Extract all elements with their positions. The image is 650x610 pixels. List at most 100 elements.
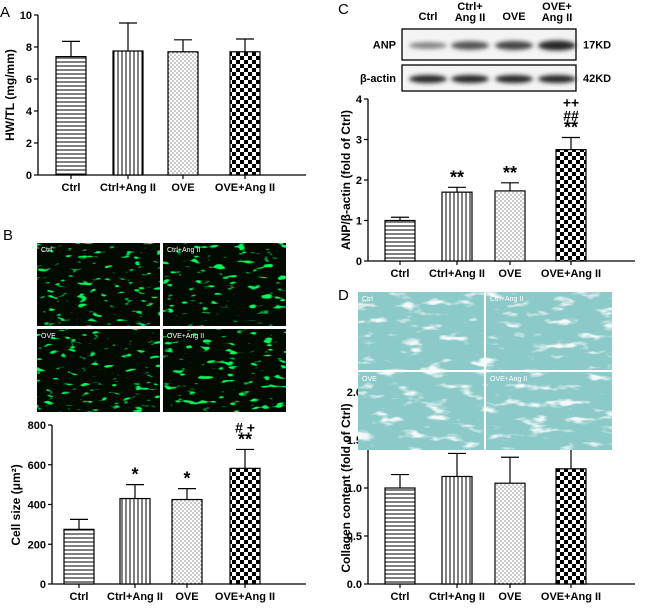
- y-axis-label: Cell size (μm²): [9, 464, 23, 545]
- micrograph-label: OVE+Ang II: [167, 333, 204, 340]
- y-tick-label: 10: [20, 10, 32, 22]
- y-tick-label: 3: [356, 135, 362, 147]
- blot-band: [538, 75, 576, 83]
- micrograph-label: Ctrl+Ang II: [167, 247, 200, 254]
- significance-marker: ++: [563, 94, 579, 110]
- micrograph-b: Ctrl: [37, 243, 160, 326]
- x-tick-label: OVE: [498, 591, 521, 603]
- y-tick-label: 6: [26, 74, 32, 86]
- micrograph-label: Ctrl: [362, 296, 373, 303]
- micrograph-d: Ctrl+Ang II: [486, 292, 612, 370]
- y-tick-label: 0.0: [347, 579, 362, 591]
- bar: [494, 482, 526, 585]
- micrograph-label: OVE: [362, 376, 377, 383]
- blot-lane-label: Ctrl+: [457, 1, 482, 13]
- x-tick-label: Ctrl: [391, 591, 410, 603]
- y-tick-label: 2: [26, 138, 32, 150]
- micrograph-texture: [163, 329, 286, 412]
- bar: [171, 498, 203, 585]
- significance-marker: ##: [563, 107, 579, 123]
- y-tick-label: 0: [356, 256, 362, 268]
- micrograph-label: OVE: [41, 333, 56, 340]
- micrograph-label: OVE+Ang II: [490, 376, 527, 383]
- blot-size-label: 17KD: [583, 40, 611, 52]
- x-tick-label: OVE+Ang II: [215, 182, 275, 194]
- blot-band: [409, 75, 447, 83]
- significance-marker: # +: [235, 419, 255, 435]
- y-axis-label: ANP/β-actin (fold of Ctrl): [339, 110, 353, 250]
- y-axis-label: Collagen content (fold of Ctrl): [339, 403, 353, 572]
- significance-marker: **: [564, 117, 578, 137]
- micrograph-texture: [37, 243, 160, 326]
- y-tick-label: 4: [26, 106, 33, 118]
- y-tick-label: 400: [28, 500, 46, 512]
- significance-marker: *: [183, 469, 190, 489]
- blot-size-label: 42KD: [583, 73, 611, 85]
- bar: [63, 528, 95, 585]
- bar: [555, 468, 587, 585]
- panel-letter-a: A: [0, 4, 10, 21]
- bar: [494, 190, 526, 262]
- y-tick-label: 8: [26, 42, 32, 54]
- y-tick-label: 1: [356, 216, 362, 228]
- x-tick-label: OVE: [171, 182, 194, 194]
- x-tick-label: OVE+Ang II: [541, 268, 601, 280]
- micrograph-d: OVE: [358, 372, 484, 450]
- bar: [441, 191, 473, 262]
- blot-band: [451, 75, 489, 83]
- x-tick-label: OVE: [175, 591, 198, 603]
- panel-letter-c: C: [338, 1, 349, 18]
- blot-lane-label: Ctrl: [419, 11, 438, 23]
- panel-letter-b: B: [3, 227, 13, 244]
- blot-band: [495, 41, 533, 50]
- bar: [229, 51, 261, 176]
- y-tick-label: 800: [28, 420, 46, 432]
- x-tick-label: Ctrl: [391, 268, 410, 280]
- bar: [555, 149, 587, 262]
- x-tick-label: Ctrl: [62, 182, 81, 194]
- y-tick-label: 600: [28, 460, 46, 472]
- micrograph-texture: [163, 243, 286, 326]
- micrograph-texture: [358, 372, 484, 450]
- bar: [55, 55, 87, 176]
- micrograph-texture: [486, 372, 612, 450]
- micrograph-grid-d: Ctrl Ctrl+Ang II OVE OVE+Ang II: [358, 292, 612, 450]
- x-tick-label: OVE+Ang II: [215, 591, 275, 603]
- micrograph-b: OVE+Ang II: [163, 329, 286, 412]
- blot-band: [409, 42, 447, 49]
- y-tick-label: 0: [26, 170, 32, 182]
- blot-band: [538, 40, 576, 51]
- micrograph-b: OVE: [37, 329, 160, 412]
- y-tick-label: 1.0: [347, 483, 362, 495]
- blot-band: [451, 41, 489, 50]
- x-tick-label: Ctrl+Ang II: [100, 182, 156, 194]
- blot-lane-label: Ang II: [542, 12, 573, 24]
- x-tick-label: Ctrl: [70, 591, 89, 603]
- micrograph-d: OVE+Ang II: [486, 372, 612, 450]
- blot-band: [495, 75, 533, 83]
- y-tick-label: 2: [356, 175, 362, 187]
- bar: [441, 475, 473, 585]
- bar: [119, 497, 151, 585]
- bar: [167, 51, 199, 176]
- blot-lane-label: Ang II: [455, 12, 486, 24]
- blot-lane-label: OVE: [502, 11, 525, 23]
- x-tick-label: OVE: [498, 268, 521, 280]
- chart-hw-tl: 0 2 4 6 8 10 HW/TL (mg/mm) Ctrl Ctrl+Ang II OVE OV…: [3, 10, 306, 194]
- bar: [384, 487, 416, 585]
- micrograph-texture: [486, 292, 612, 370]
- micrograph-label: Ctrl: [41, 247, 52, 254]
- y-tick-label: 0.5: [347, 531, 362, 543]
- bar: [229, 467, 261, 585]
- y-tick-label: 200: [28, 539, 46, 551]
- y-axis-label: HW/TL (mg/mm): [3, 49, 17, 141]
- blot-row-label: ANP: [373, 40, 396, 52]
- x-tick-label: Ctrl+Ang II: [107, 591, 163, 603]
- micrograph-d: Ctrl: [358, 292, 484, 370]
- micrograph-grid-b: Ctrl Ctrl+Ang II OVE OVE+Ang II: [37, 243, 286, 412]
- significance-marker: **: [238, 429, 252, 449]
